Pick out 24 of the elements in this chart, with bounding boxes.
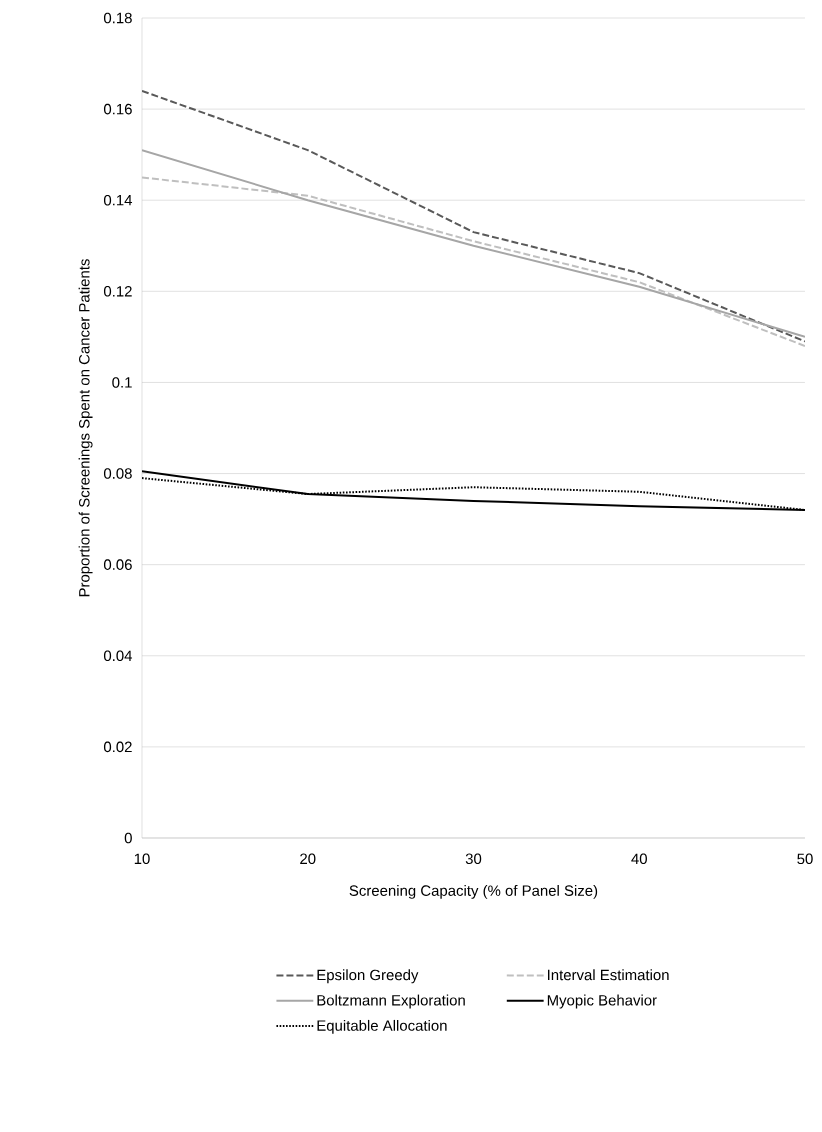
y-tick-label: 0.14 [103,194,133,206]
y-tick-label: 0.02 [103,741,132,753]
x-tick-label: 50 [797,853,813,865]
x-tick-label: 30 [465,853,482,865]
x-tick-label: 40 [631,853,647,865]
y-tick-label: 0.06 [103,559,132,570]
y-tick-label: 0.08 [103,468,132,479]
y-tick-label: 0.18 [103,12,132,24]
legend-label: Equitable Allocation [317,1019,447,1034]
legend-label: Boltzmann Exploration [317,994,465,1009]
x-tick-label: 10 [134,853,150,865]
y-tick-label: 0.1 [112,377,132,388]
x-tick-label: 20 [300,853,316,865]
legend-label: Myopic Behavior [547,994,657,1009]
y-tick-label: 0.12 [103,286,132,297]
line-series [142,176,805,347]
y-tick-label: 0 [124,832,132,844]
y-tick-label: 0.16 [103,103,132,115]
y-tick-label: 0.04 [103,650,133,662]
y-axis-title: Proportion of Screenings Spent on Cancer Patients [78,259,93,597]
x-axis-title: Screening Capacity (% of Panel Size) [349,884,598,899]
line-series [142,89,805,343]
legend-label: Interval Estimation [548,969,669,981]
legend-label: Epsilon Greedy [317,969,419,984]
